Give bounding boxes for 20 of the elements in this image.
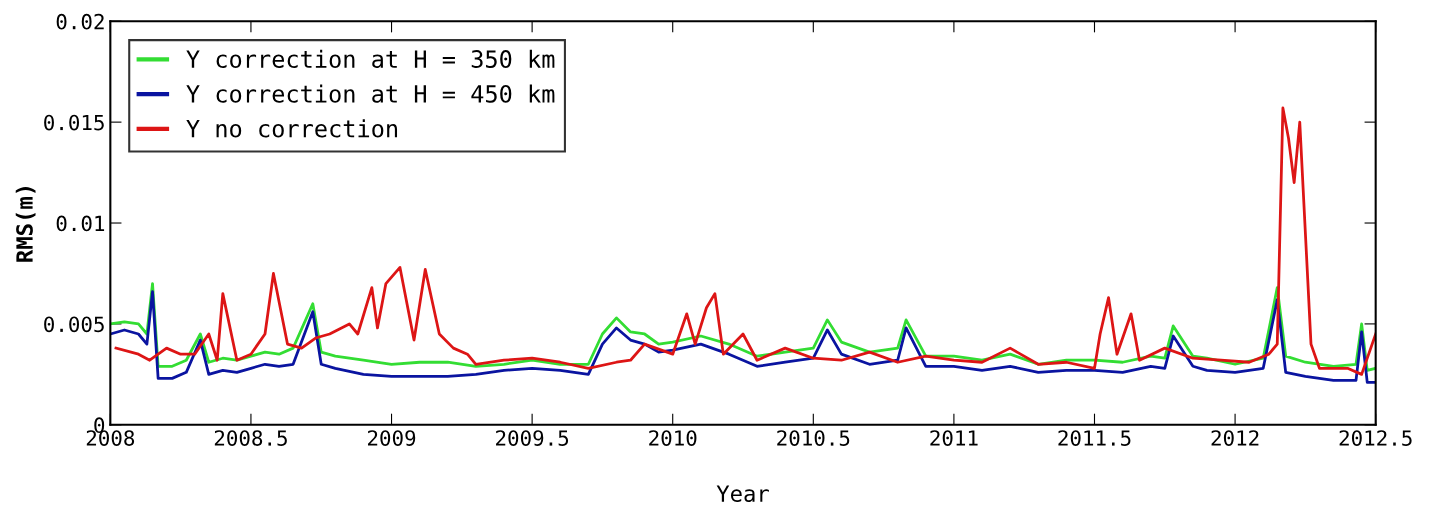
x-tick-label: 2012.5 <box>1339 430 1412 446</box>
x-tick-label: 2008.5 <box>214 430 287 446</box>
x-tick-label: 2010.5 <box>777 430 850 446</box>
y-tick-label: 0.015 <box>44 114 104 131</box>
x-tick-label: 2012 <box>1211 430 1259 446</box>
y-tick-label: 0.01 <box>56 215 105 232</box>
line-series <box>114 106 1376 376</box>
x-tick-label: 2011 <box>930 430 978 446</box>
x-tick-label: 2011.5 <box>1058 430 1131 446</box>
x-tick-label: 2009.5 <box>496 430 569 446</box>
x-axis-title: Year <box>716 485 769 502</box>
y-tick-label: 0.02 <box>56 13 104 30</box>
line-series <box>110 290 1376 384</box>
y-tick-label: 0.005 <box>44 316 104 333</box>
y-axis-title: RMS(m) <box>15 187 36 262</box>
x-tick-label: 2009 <box>367 430 416 446</box>
legend-label: Y no correction <box>186 119 398 138</box>
legend-label: Y correction at H = 450 km <box>186 84 555 103</box>
x-tick-label: 2010 <box>649 430 697 446</box>
legend-label: Y correction at H = 350 km <box>186 49 555 68</box>
